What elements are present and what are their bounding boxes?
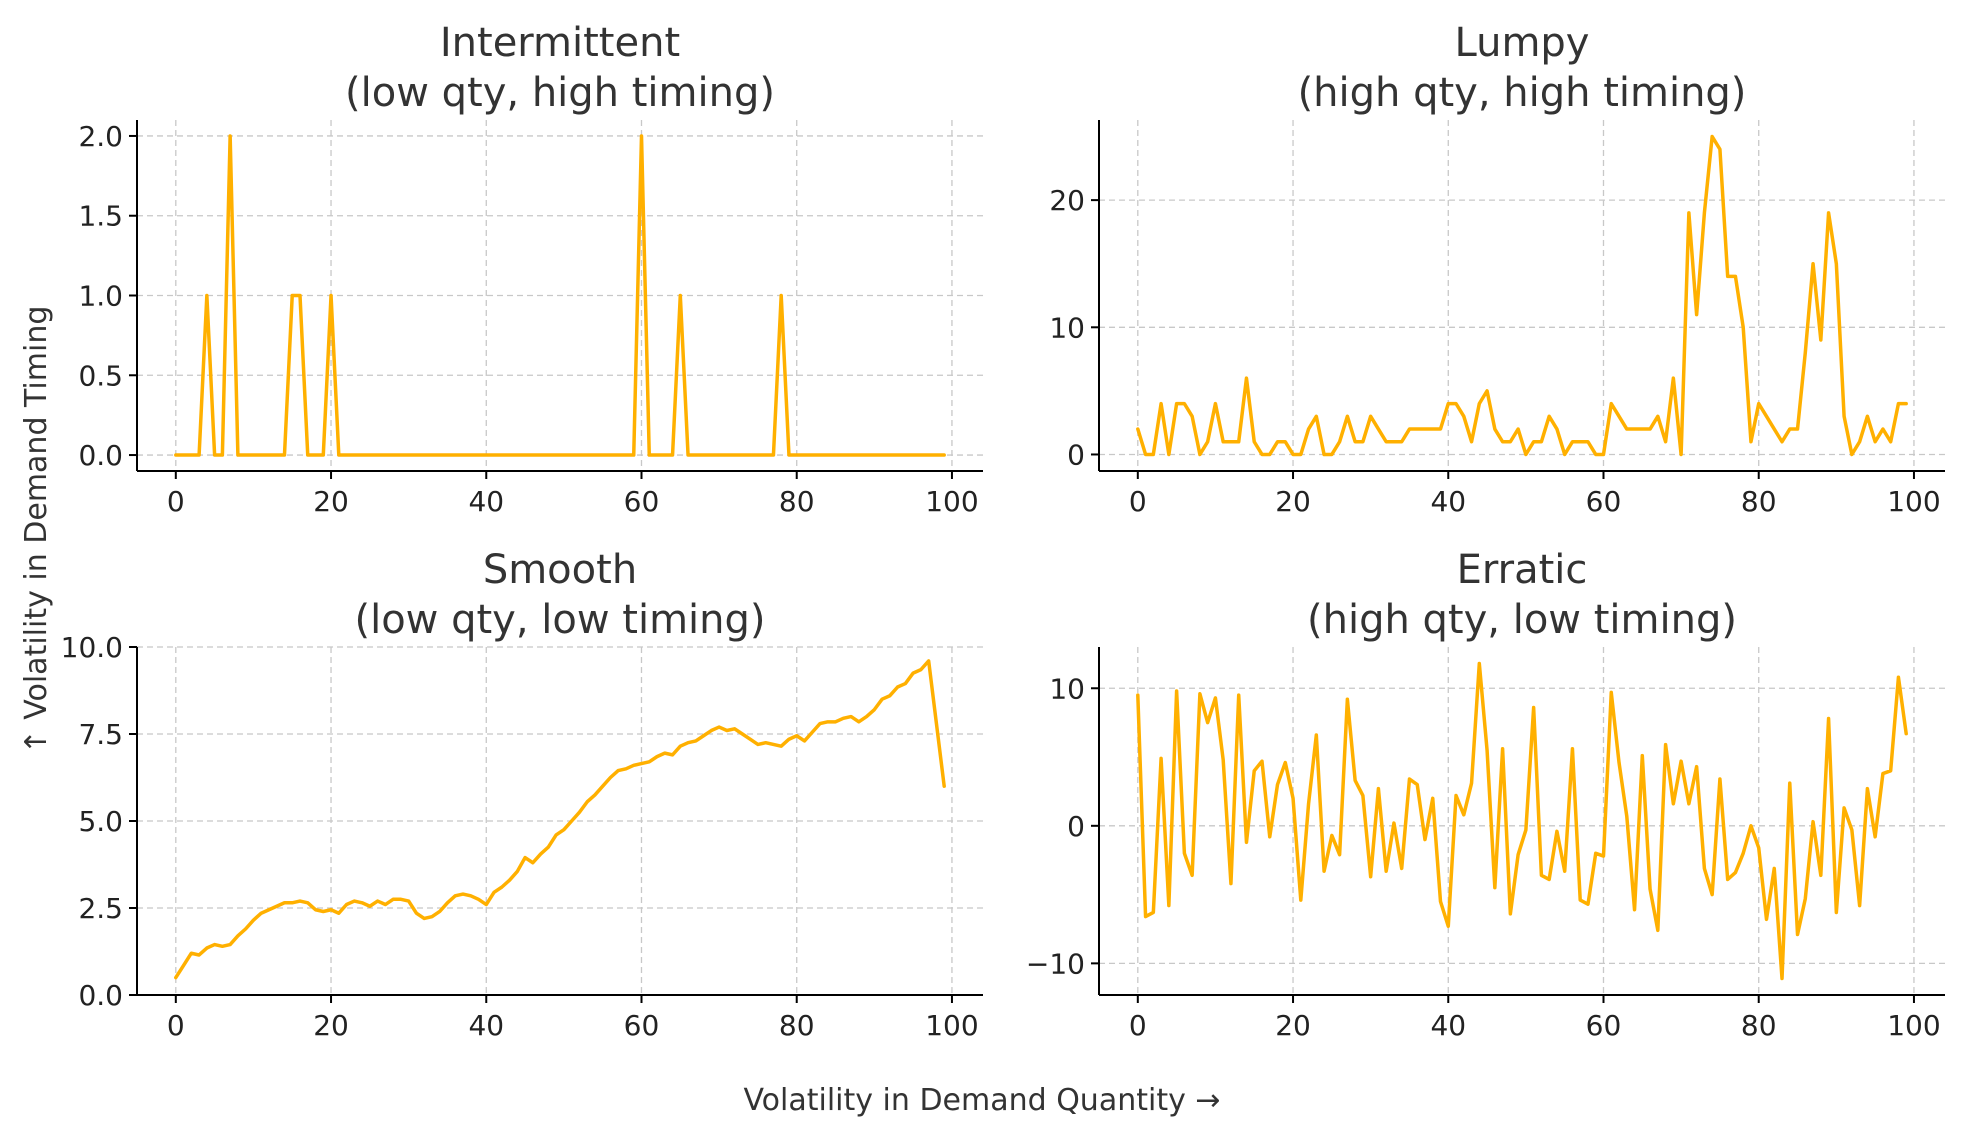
smooth-title-line-1: Smooth — [483, 547, 637, 593]
erratic-title-line-2: (high qty, low timing) — [1307, 597, 1737, 643]
erratic-title-line-1: Erratic — [1457, 547, 1588, 593]
chart-erratic: 0 20 40 60 80 100 −10 0 10 Erratic(high qty, low … — [1026, 547, 1945, 1042]
erratic-x-tick-label: 20 — [1275, 1009, 1311, 1042]
lumpy-x-tick-label: 100 — [1887, 485, 1940, 518]
erratic-y-tick-label: −10 — [1026, 947, 1085, 980]
lumpy-y-tick-label: 10 — [1049, 311, 1085, 344]
erratic-x-tick-label: 40 — [1430, 1009, 1466, 1042]
smooth-y-tick-label: 7.5 — [78, 718, 123, 751]
erratic-x-tick-label: 60 — [1586, 1009, 1622, 1042]
intermittent-x-tick-label: 60 — [624, 485, 660, 518]
intermittent-x-tick-label: 0 — [167, 485, 185, 518]
intermittent-y-tick-label: 1.0 — [78, 280, 123, 313]
smooth-y-tick-label: 2.5 — [78, 892, 123, 925]
intermittent-x-tick-label: 40 — [468, 485, 504, 518]
smooth-x-tick-label: 40 — [468, 1009, 504, 1042]
smooth-y-tick-label: 10.0 — [61, 631, 123, 664]
erratic-x-tick-label: 80 — [1741, 1009, 1777, 1042]
smooth-x-tick-label: 60 — [624, 1009, 660, 1042]
intermittent-title-line-2: (low qty, high timing) — [345, 70, 775, 116]
lumpy-y-tick-label: 20 — [1049, 184, 1085, 217]
erratic-x-tick-label: 0 — [1129, 1009, 1147, 1042]
intermittent-y-tick-label: 0.5 — [78, 359, 123, 392]
smooth-x-tick-label: 20 — [313, 1009, 349, 1042]
lumpy-x-tick-label: 40 — [1430, 485, 1466, 518]
intermittent-x-tick-label: 20 — [313, 485, 349, 518]
intermittent-y-tick-label: 0.0 — [78, 439, 123, 472]
lumpy-title-line-2: (high qty, high timing) — [1298, 70, 1747, 116]
smooth-y-tick-label: 0.0 — [78, 979, 123, 1012]
smooth-x-tick-label: 80 — [779, 1009, 815, 1042]
intermittent-title-line-1: Intermittent — [440, 20, 680, 66]
intermittent-x-tick-label: 100 — [925, 485, 978, 518]
lumpy-title-line-1: Lumpy — [1455, 20, 1590, 66]
lumpy-y-tick-label: 0 — [1067, 438, 1085, 471]
erratic-x-tick-label: 100 — [1887, 1009, 1940, 1042]
intermittent-x-tick-label: 80 — [779, 485, 815, 518]
chart-intermittent: 0 20 40 60 80 100 0.0 0.5 1.0 1.5 2.0 Intermittent(… — [78, 20, 983, 518]
smooth-x-tick-label: 0 — [167, 1009, 185, 1042]
lumpy-x-tick-label: 60 — [1586, 485, 1622, 518]
lumpy-series-line — [1136, 134, 1908, 457]
smooth-x-tick-label: 100 — [925, 1009, 978, 1042]
lumpy-x-tick-label: 0 — [1129, 485, 1147, 518]
intermittent-y-tick-label: 2.0 — [78, 120, 123, 153]
smooth-series-line — [174, 659, 946, 980]
smooth-title-line-2: (low qty, low timing) — [354, 597, 765, 643]
smooth-y-tick-label: 5.0 — [78, 805, 123, 838]
lumpy-x-tick-label: 80 — [1741, 485, 1777, 518]
figure-x-axis-label: Volatility in Demand Quantity → — [743, 1083, 1220, 1118]
intermittent-y-tick-label: 1.5 — [78, 200, 123, 233]
erratic-series-line — [1136, 661, 1908, 981]
lumpy-x-tick-label: 20 — [1275, 485, 1311, 518]
chart-lumpy: 0 20 40 60 80 100 0 10 20 Lumpy(high qty, high ti… — [1049, 20, 1945, 518]
erratic-y-tick-label: 0 — [1067, 810, 1085, 843]
chart-smooth: 0 20 40 60 80 100 0.0 2.5 5.0 7.5 10.0 Smooth(low q… — [61, 547, 983, 1042]
intermittent-series-line — [174, 134, 946, 457]
erratic-y-tick-label: 10 — [1049, 672, 1085, 705]
figure-y-axis-label: ↑ Volatility in Demand Timing — [19, 306, 54, 755]
